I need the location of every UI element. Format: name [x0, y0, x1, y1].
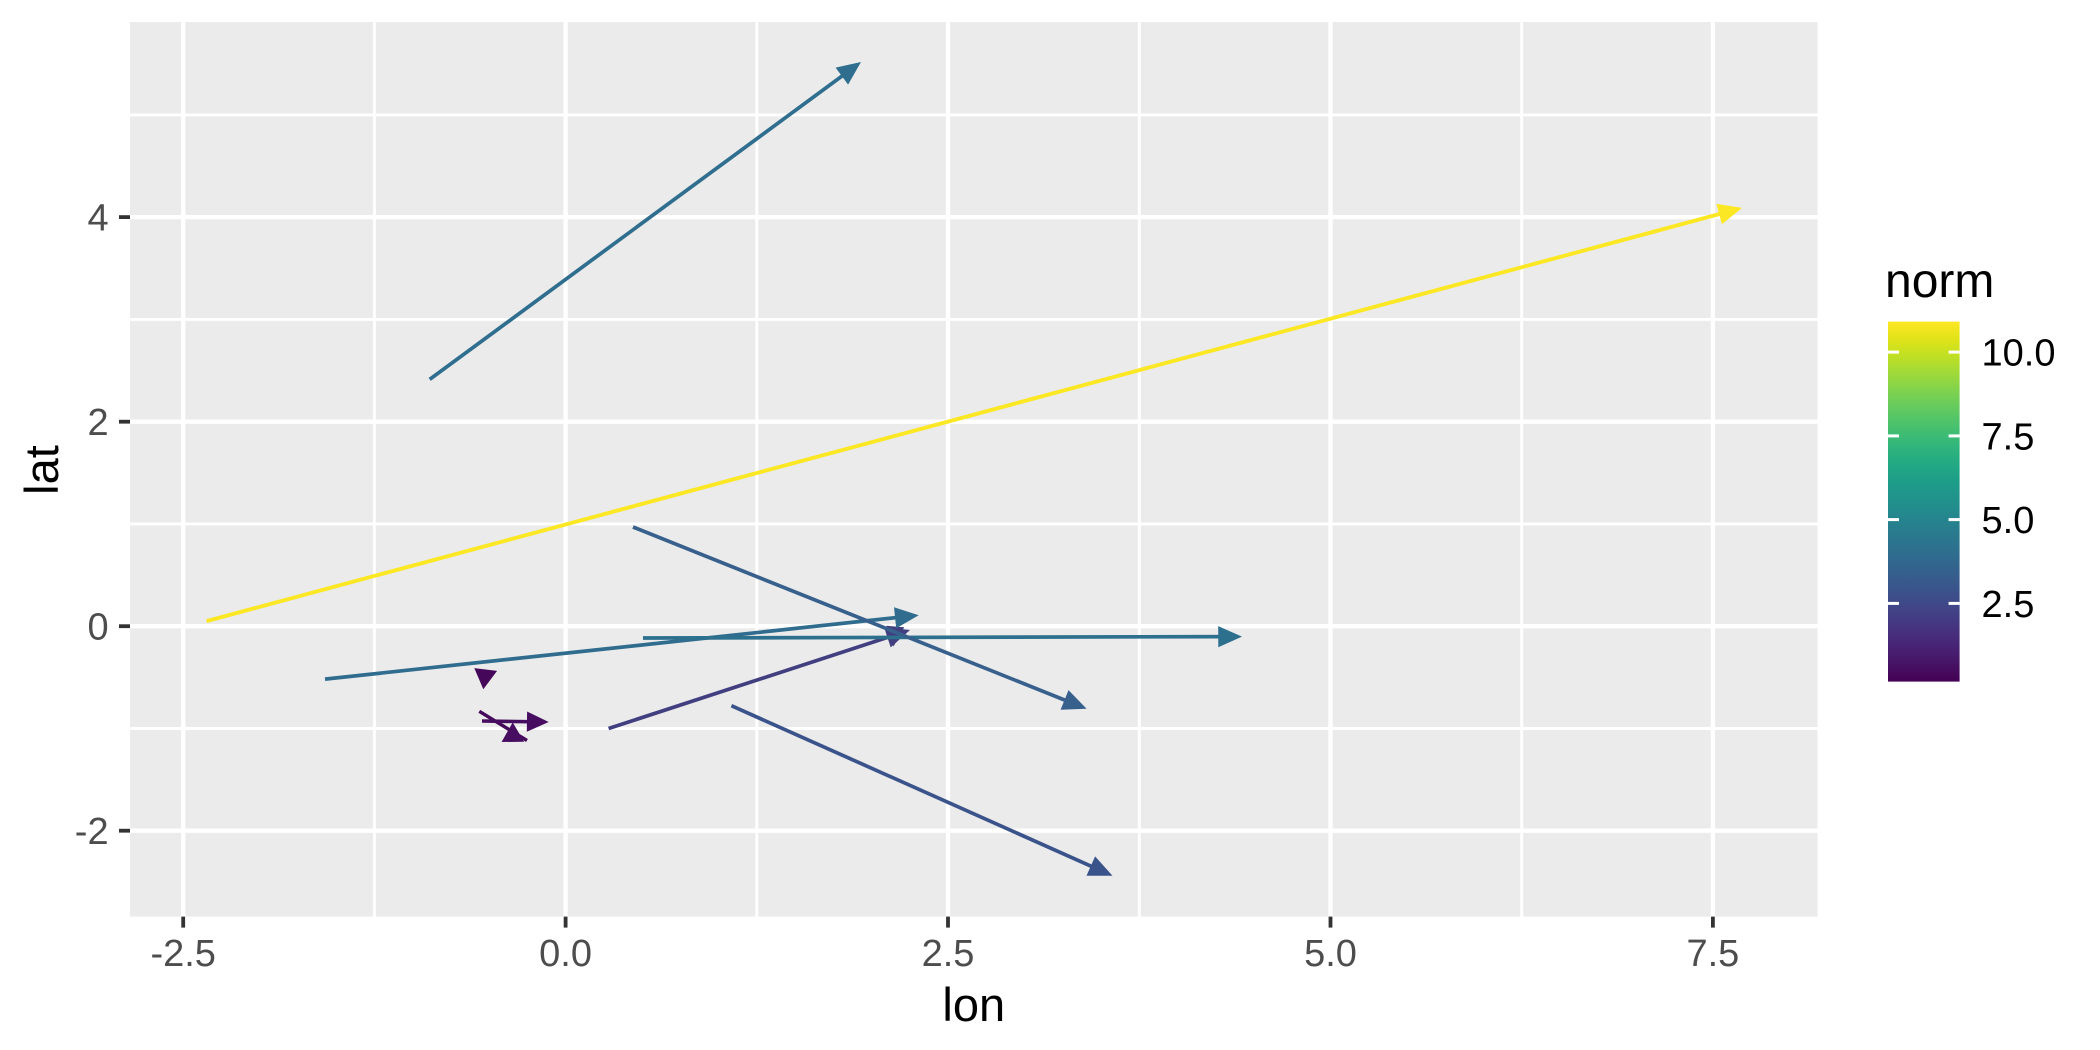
svg-text:lon: lon — [942, 978, 1005, 1031]
svg-text:0: 0 — [87, 607, 108, 649]
svg-text:4: 4 — [87, 198, 108, 240]
svg-text:-2: -2 — [75, 811, 109, 853]
svg-text:2.5: 2.5 — [922, 933, 975, 975]
svg-text:5.0: 5.0 — [1304, 933, 1357, 975]
svg-text:norm: norm — [1885, 255, 1994, 308]
svg-text:0.0: 0.0 — [539, 933, 592, 975]
svg-text:2: 2 — [87, 402, 108, 444]
svg-text:7.5: 7.5 — [1982, 416, 2035, 458]
svg-text:10.0: 10.0 — [1982, 333, 2056, 375]
svg-text:7.5: 7.5 — [1686, 933, 1739, 975]
svg-text:-2.5: -2.5 — [150, 933, 215, 975]
svg-text:2.5: 2.5 — [1982, 584, 2035, 626]
svg-text:5.0: 5.0 — [1982, 500, 2035, 542]
svg-text:lat: lat — [15, 445, 68, 495]
